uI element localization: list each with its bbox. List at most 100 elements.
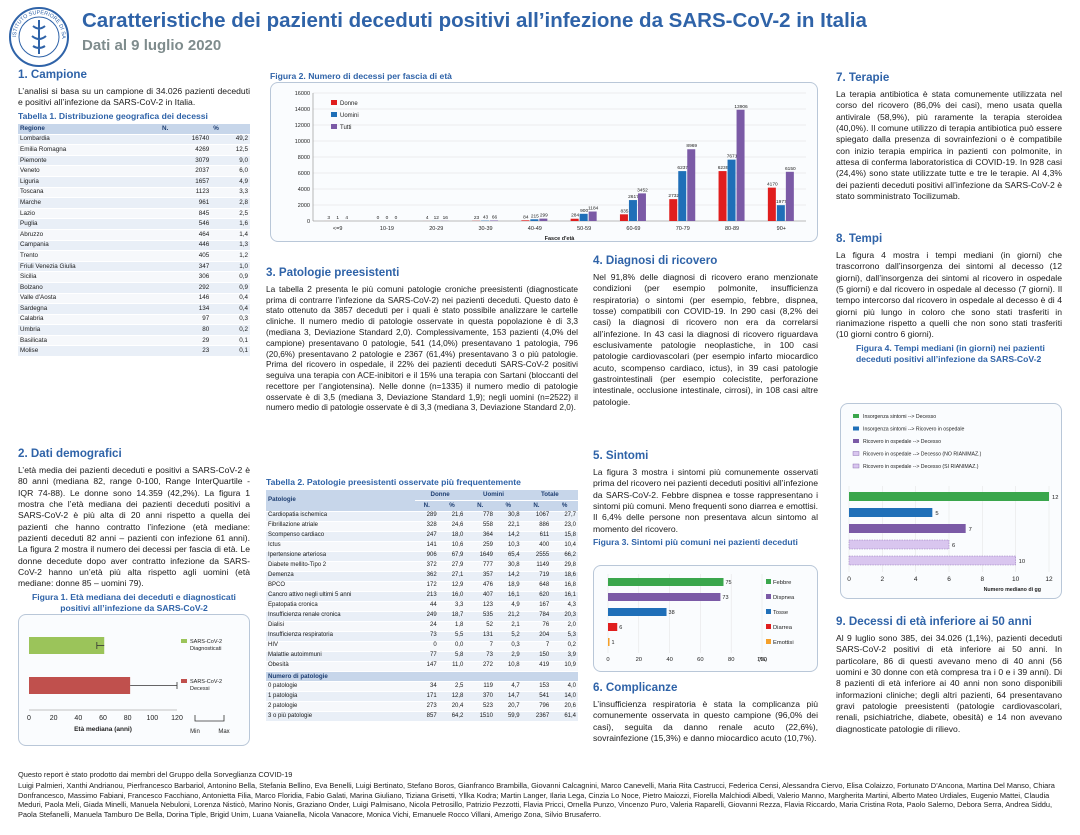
table-cell: Campania: [18, 240, 161, 252]
table-cell: 77: [414, 651, 439, 662]
section-diagnosi: 4. Diagnosi di ricovero Nel 91,8% delle …: [593, 254, 818, 408]
table-cell: Sicilia: [18, 271, 161, 283]
y-tick-label: 10000: [295, 139, 310, 145]
table-cell: 3079: [160, 155, 212, 167]
table-cell: 3,9: [551, 651, 578, 662]
section-text: Nel 91,8% delle diagnosi di ricovero era…: [593, 271, 818, 407]
data-label: 7671: [727, 154, 738, 160]
x-axis-title: Età mediana (anni): [74, 726, 132, 733]
table-cell: 541: [521, 691, 552, 703]
legend-swatch: [853, 414, 859, 418]
bar: [849, 524, 966, 533]
table-cell: 18,7: [438, 611, 466, 622]
table-row: Puglia 546 1,6: [18, 218, 250, 230]
table-cell: Epatopatia cronica: [266, 601, 415, 612]
bar: [608, 578, 724, 586]
table-cell: 6,0: [211, 165, 250, 177]
table-cell: 289: [414, 511, 439, 522]
table-row: Molise 23 0,1: [18, 345, 250, 358]
table-cell: 147: [414, 661, 439, 672]
table-cell: Scompenso cardiaco: [266, 531, 415, 542]
fig3-chart: 0 20 40 60 80 100(%) 75 Febbre 73 Dispnea 38 Tosse 6…: [606, 574, 795, 663]
bar: [539, 218, 548, 221]
section-title: 7. Terapie: [836, 71, 890, 84]
data-label: 5: [935, 511, 938, 517]
table-cell: 27,7: [551, 511, 578, 522]
table-cell: 16740: [160, 134, 212, 146]
table-subheader: Numero di patologie: [266, 671, 578, 683]
data-label: 6: [619, 625, 622, 631]
data-label: 835: [620, 208, 628, 214]
section-title: 1. Campione: [18, 68, 87, 81]
table-cell: 119: [465, 681, 495, 693]
table-cell: Veneto: [18, 165, 161, 177]
table-cell: 5,8: [438, 651, 466, 662]
table-cell: Dialisi: [266, 621, 415, 632]
table-cell: 362: [414, 571, 439, 582]
data-label: 12: [434, 215, 440, 221]
table-cell: 1123: [160, 187, 212, 199]
legend-label: Ricovero in ospedale --> Decesso: [863, 439, 941, 445]
bar: [849, 492, 1049, 501]
legend-label: Decessi: [190, 686, 210, 692]
table-cell: 18,6: [551, 571, 578, 582]
x-tick-label: 60: [697, 657, 703, 663]
data-label: 75: [726, 580, 732, 586]
bar: [608, 638, 610, 646]
table-cell: 719: [521, 571, 552, 582]
table-row: Marche 961 2,8: [18, 197, 250, 209]
table-row: Ipertensione arteriosa 906 67,9 1649 65,4 255…: [266, 551, 578, 562]
section-text: La terapia antibiotica è stata comunemen…: [836, 88, 1062, 201]
table-row: Insufficienza respiratoria 73 5,5 131 5,2 204…: [266, 631, 578, 642]
table-row: Liguria 1657 4,9: [18, 176, 250, 188]
table-cell: 2,5: [211, 208, 250, 220]
y-tick-label: 8000: [298, 155, 310, 161]
x-tick-label: 0: [27, 715, 31, 722]
bar: [718, 171, 727, 221]
legend-label: SARS-CoV-2: [190, 639, 222, 645]
table-cell: Sardegna: [18, 303, 161, 315]
table-cell: 0 patologie: [266, 681, 415, 693]
data-label: 3: [327, 215, 330, 221]
table-cell: 10,3: [494, 541, 522, 552]
table-cell: 2037: [160, 165, 212, 177]
table-cell: 146: [160, 293, 212, 305]
bar: [490, 220, 499, 221]
bar: [588, 211, 597, 221]
table-cell: Lombardia: [18, 134, 161, 146]
bar: [608, 623, 618, 631]
bar: [785, 171, 794, 221]
table-cell: 66,2: [551, 551, 578, 562]
x-tick-label: 100: [146, 715, 158, 722]
table-title: Tabella 1. Distribuzione geografica dei …: [18, 110, 208, 121]
table-cell: 21,6: [438, 511, 466, 522]
table-row: Bolzano 292 0,9: [18, 282, 250, 294]
table-cell: 5,3: [551, 631, 578, 642]
table-cell: 4,9: [494, 601, 522, 612]
footer: Questo report è stato prodotto dai membr…: [18, 770, 1068, 819]
col-header: Regione: [18, 123, 161, 135]
table-cell: 9,0: [211, 155, 250, 167]
table-cell: 67,9: [438, 551, 466, 562]
table-cell: 2 patologie: [266, 701, 415, 713]
section-demografici: 2. Dati demografici L’età media dei pazi…: [18, 447, 250, 616]
table-cell: 141: [414, 541, 439, 552]
table-cell: 16,8: [551, 581, 578, 592]
table-cell: 27,1: [438, 571, 466, 582]
legend-label: Febbre: [773, 580, 791, 586]
table-row: Valle d'Aosta 146 0,4: [18, 293, 250, 305]
figure-4: Insorgenza sintomi --> Decesso Insorgenza…: [840, 403, 1062, 599]
table-cell: 27,9: [438, 561, 466, 572]
x-tick-label: 20-29: [429, 226, 443, 232]
y-tick-label: 0: [307, 219, 310, 225]
table-cell: Toscana: [18, 187, 161, 199]
table-cell: Calabria: [18, 314, 161, 326]
legend-label: Uomini: [340, 113, 359, 119]
table-cell: 30,8: [494, 561, 522, 572]
table-cell: 611: [521, 531, 552, 542]
table-cell: 10,4: [551, 541, 578, 552]
table-cell: 372: [414, 561, 439, 572]
table-row: Umbria 80 0,2: [18, 324, 250, 336]
table-row: Sicilia 306 0,9: [18, 271, 250, 283]
table-row: Lazio 845 2,5: [18, 208, 250, 220]
